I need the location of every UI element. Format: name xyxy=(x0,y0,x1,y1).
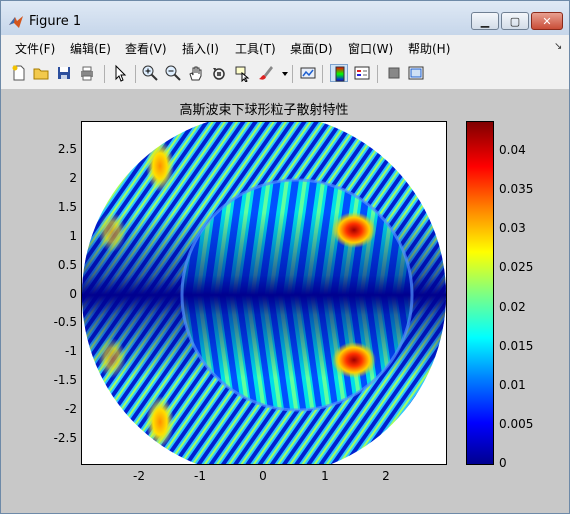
colorbar-tick-label: 0.025 xyxy=(499,260,534,274)
y-tick-label: 1.5 xyxy=(57,200,77,214)
colorbar-tick-label: 0.015 xyxy=(499,339,534,353)
toolbar-separator xyxy=(322,65,323,83)
menu-view[interactable]: 查看(V) xyxy=(125,42,167,56)
y-tick-label: -1.5 xyxy=(53,373,77,387)
menu-file[interactable]: 文件(F) xyxy=(15,42,56,56)
colorbar-tick-label: 0 xyxy=(499,456,507,470)
x-tick-label: -1 xyxy=(194,469,206,483)
menu-bar: 文件(F) 编辑(E) 查看(V) 插入(I) 工具(T) 桌面(D) 窗口(W… xyxy=(1,35,569,60)
maximize-icon: ▢ xyxy=(509,14,521,28)
hide-plot-tools-icon[interactable] xyxy=(385,64,403,82)
minimize-button[interactable]: ▁ xyxy=(471,12,499,30)
colorbar-tick-label: 0.005 xyxy=(499,417,534,431)
toolbar-separator xyxy=(377,65,378,83)
data-cursor-icon[interactable] xyxy=(233,64,251,82)
menu-overflow-icon[interactable]: ↘ xyxy=(554,41,563,52)
y-tick-label: -0.5 xyxy=(53,315,77,329)
menu-edit[interactable]: 编辑(E) xyxy=(70,42,111,56)
y-tick-label: 0 xyxy=(69,287,77,301)
y-tick-label: 0.5 xyxy=(57,258,77,272)
pan-hand-icon[interactable] xyxy=(187,64,205,82)
print-icon[interactable] xyxy=(78,64,96,82)
heatmap-plot xyxy=(82,122,446,464)
x-tick-label: -2 xyxy=(133,469,145,483)
toolbar-separator xyxy=(104,65,105,83)
brush-icon[interactable] xyxy=(256,64,274,82)
plot-axes[interactable] xyxy=(81,121,447,465)
x-tick-label: 2 xyxy=(382,469,390,483)
menu-tools[interactable]: 工具(T) xyxy=(235,42,276,56)
menu-window[interactable]: 窗口(W) xyxy=(348,42,394,56)
y-tick-label: -2.5 xyxy=(53,431,77,445)
zoom-in-icon[interactable] xyxy=(141,64,159,82)
x-tick-label: 0 xyxy=(259,469,267,483)
y-tick-label: 2.5 xyxy=(57,142,77,156)
colorbar-tick-label: 0.035 xyxy=(499,182,534,196)
menu-help[interactable]: 帮助(H) xyxy=(408,42,451,56)
zoom-out-icon[interactable] xyxy=(164,64,182,82)
matlab-icon xyxy=(9,14,23,28)
plot-title: 高斯波束下球形粒子散射特性 xyxy=(179,103,349,118)
rotate-3d-icon[interactable] xyxy=(210,64,228,82)
y-tick-label: 2 xyxy=(69,171,77,185)
title-bar: Figure 1 ▁ ▢ ✕ xyxy=(1,1,569,36)
toolbar-separator xyxy=(135,65,136,83)
save-icon[interactable] xyxy=(55,64,73,82)
minimize-icon: ▁ xyxy=(480,14,490,28)
y-tick-label: -2 xyxy=(65,402,77,416)
insert-legend-icon[interactable] xyxy=(353,64,371,82)
x-tick-label: 1 xyxy=(321,469,329,483)
close-button[interactable]: ✕ xyxy=(531,12,563,30)
y-tick-label: -1 xyxy=(65,344,77,358)
toolbar-separator xyxy=(292,65,293,83)
brush-dropdown-icon[interactable] xyxy=(276,64,288,82)
menu-desktop[interactable]: 桌面(D) xyxy=(290,42,333,56)
y-tick-label: 1 xyxy=(69,229,77,243)
colorbar[interactable] xyxy=(466,121,494,465)
colorbar-tick-label: 0.04 xyxy=(499,143,526,157)
show-plot-tools-icon[interactable] xyxy=(407,64,425,82)
new-file-icon[interactable] xyxy=(10,64,28,82)
colorbar-tick-label: 0.01 xyxy=(499,378,526,392)
pointer-icon[interactable] xyxy=(111,64,129,82)
window-title: Figure 1 xyxy=(29,14,82,29)
close-icon: ✕ xyxy=(542,14,552,28)
colorbar-tick-label: 0.02 xyxy=(499,300,526,314)
toolbar xyxy=(1,59,569,90)
menu-insert[interactable]: 插入(I) xyxy=(182,42,219,56)
link-plot-icon[interactable] xyxy=(299,64,317,82)
maximize-button[interactable]: ▢ xyxy=(501,12,529,30)
insert-colorbar-icon[interactable] xyxy=(330,64,348,82)
open-folder-icon[interactable] xyxy=(32,64,50,82)
colorbar-tick-label: 0.03 xyxy=(499,221,526,235)
